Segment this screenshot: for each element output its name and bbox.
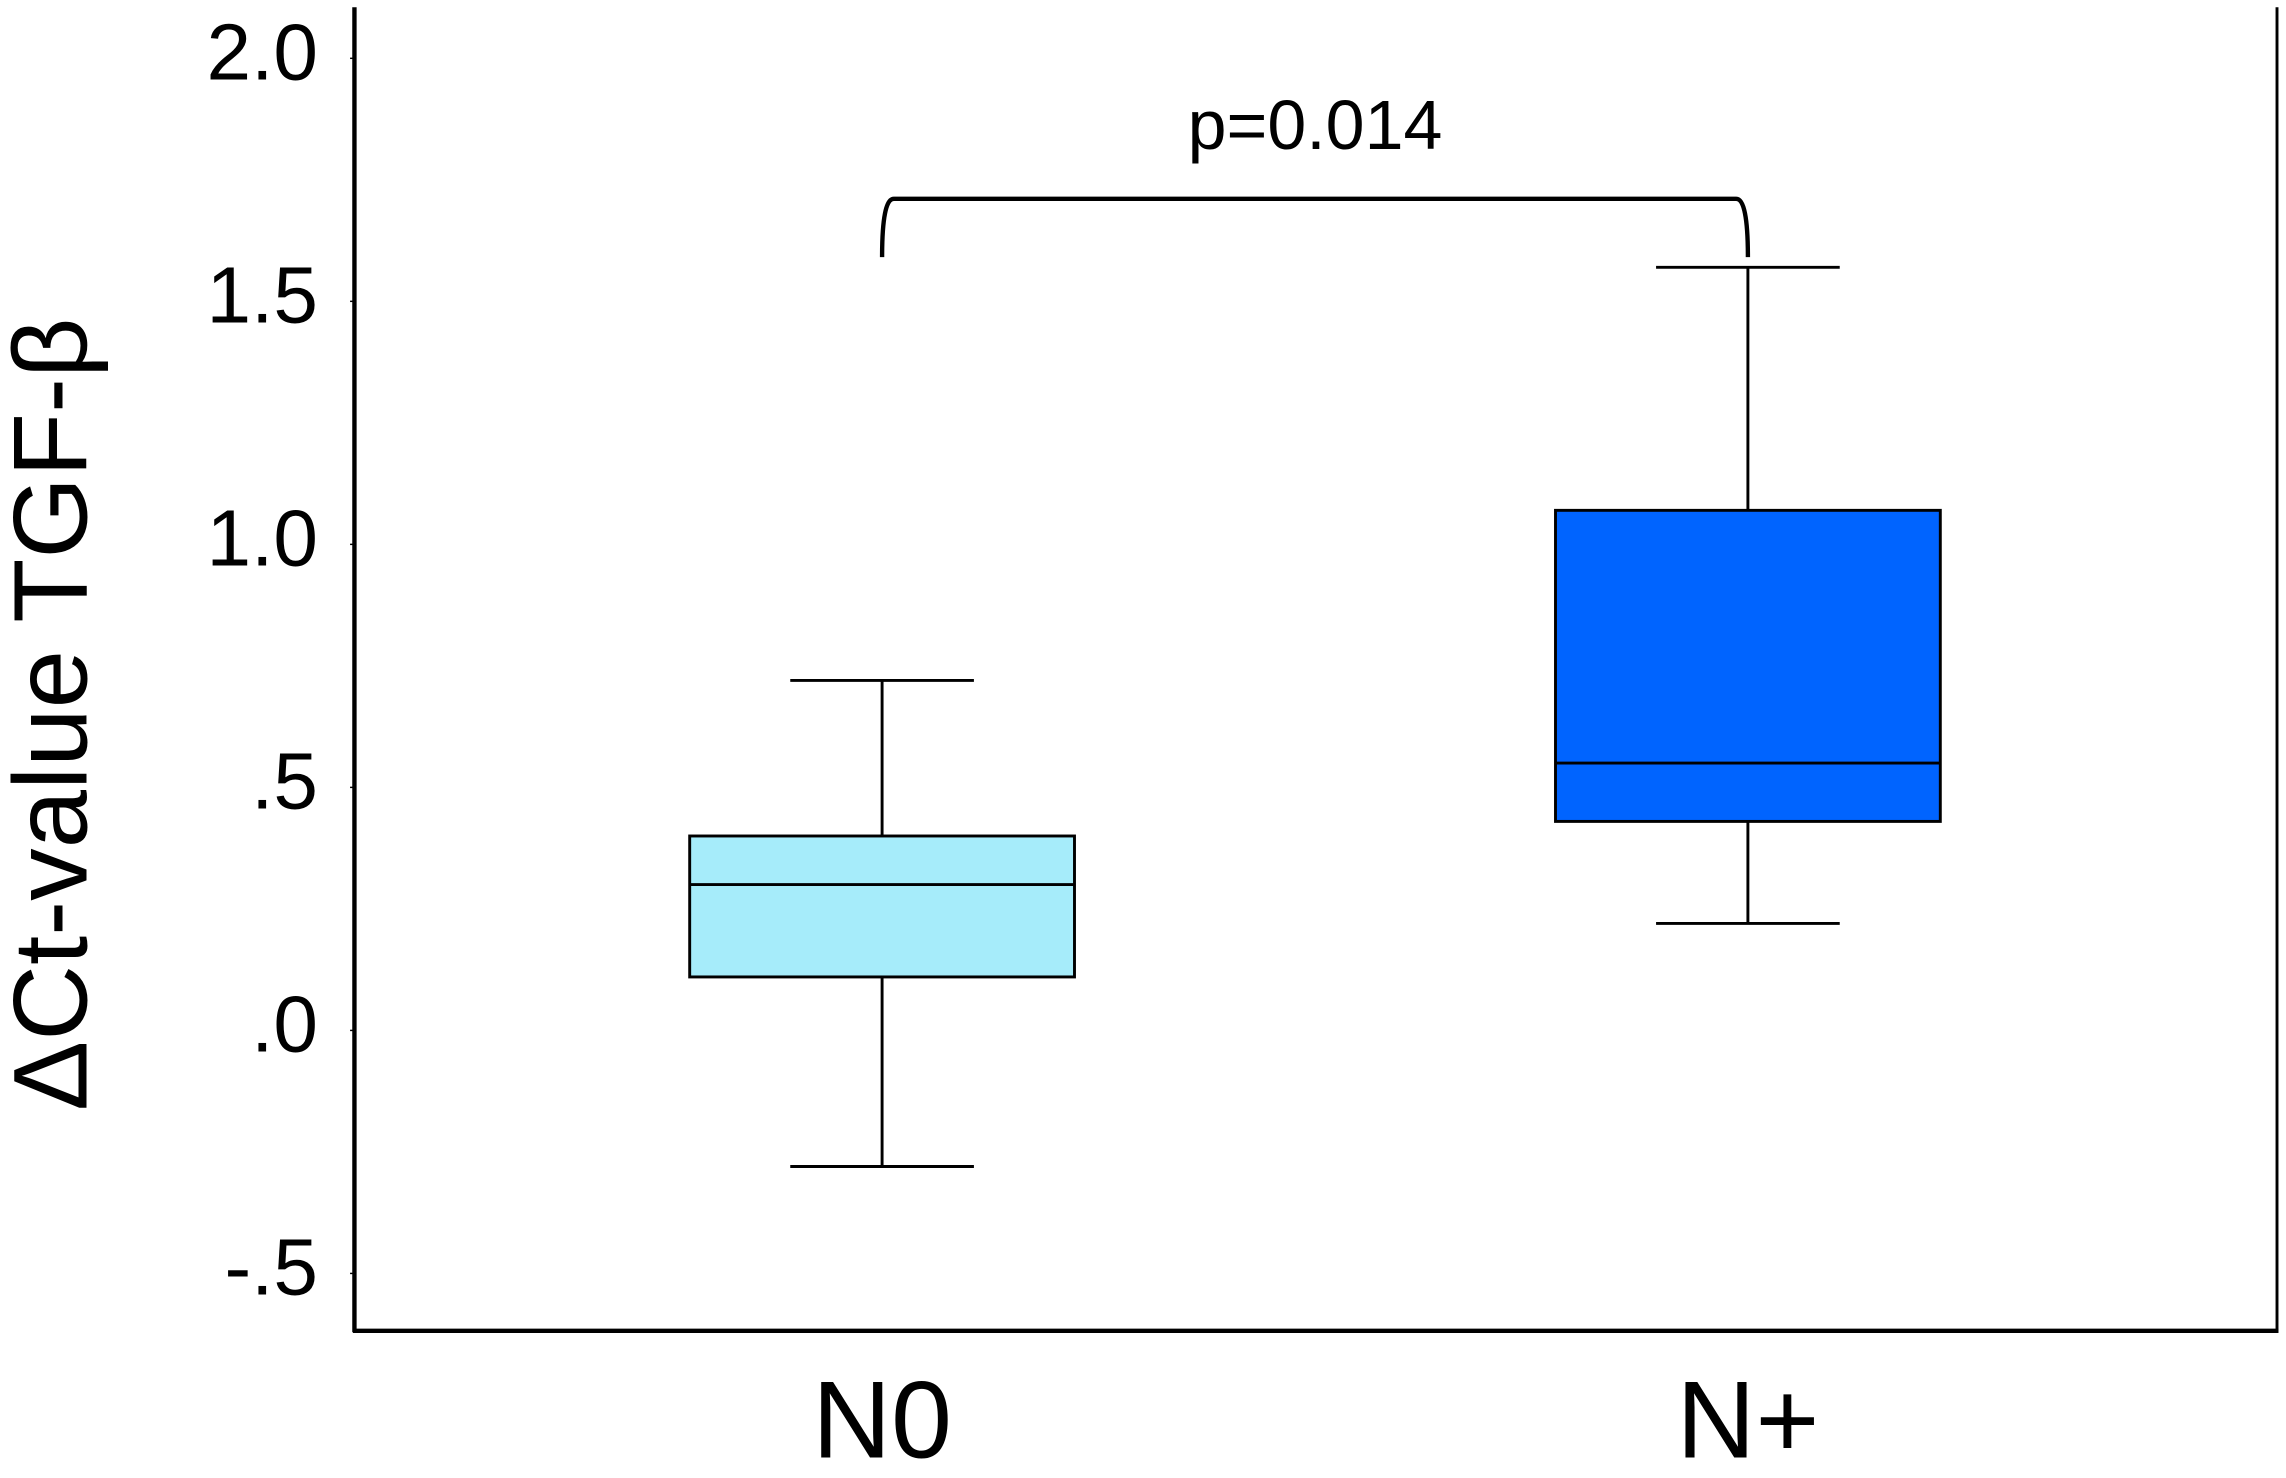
y-axis-label: ΔCt-value TGF-β	[0, 318, 109, 1111]
p-value: p=0.014	[1188, 86, 1443, 164]
y-tick-label: -.5	[224, 1222, 318, 1312]
significance-bracket	[879, 196, 1751, 258]
y-tick-label: .0	[251, 979, 318, 1069]
y-tick-label: 2.0	[207, 6, 318, 96]
box	[688, 834, 1076, 979]
y-tick-label: 1.5	[207, 250, 318, 340]
x-tick-label: N0	[812, 1359, 952, 1478]
y-tick-label: .5	[251, 736, 318, 826]
x-tick-label: N+	[1677, 1359, 1820, 1478]
box	[1554, 508, 1942, 823]
y-tick-label: 1.0	[207, 493, 318, 583]
